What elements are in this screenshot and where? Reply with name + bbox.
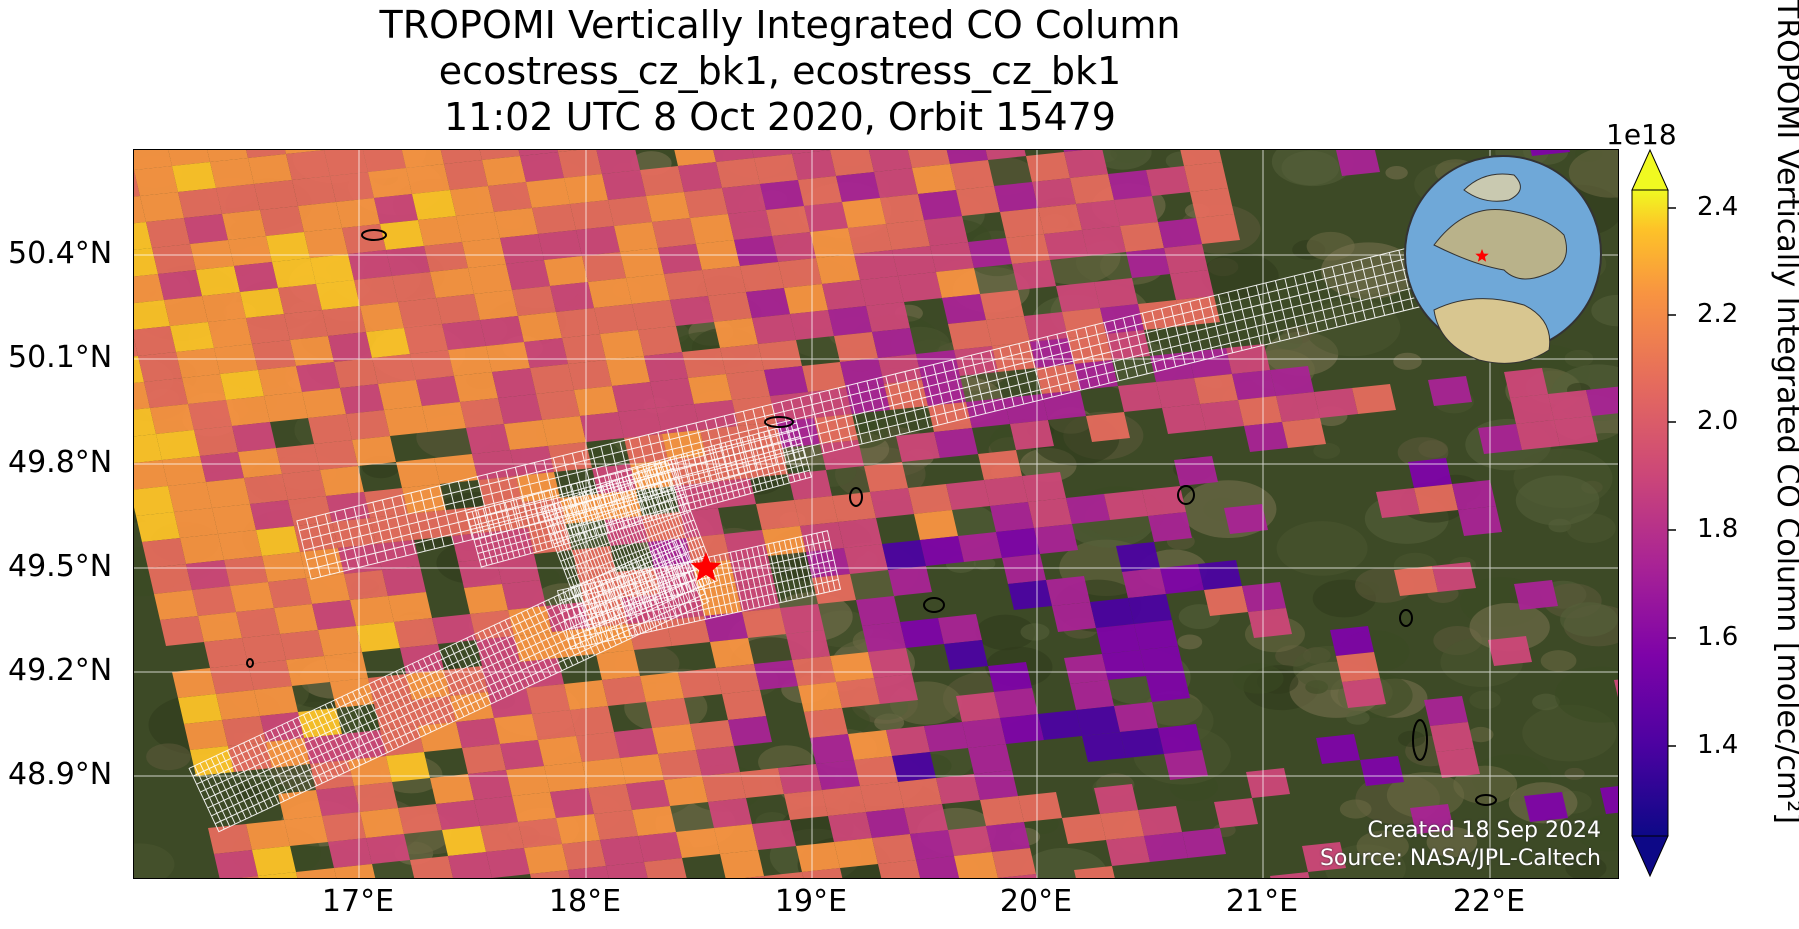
colorbar-label: TROPOMI Vertically Integrated CO Column … — [1770, 0, 1799, 824]
lat-tick-49-2: 49.2°N — [8, 653, 113, 688]
cb-tick-1-6: 1.6 — [1697, 622, 1739, 652]
title-line-3: 11:02 UTC 8 Oct 2020, Orbit 15479 — [444, 95, 1116, 139]
lon-tick-18: 18°E — [548, 884, 622, 919]
cb-tick-1-4: 1.4 — [1697, 730, 1739, 760]
lat-tick-49-8: 49.8°N — [8, 445, 113, 480]
cb-tick-2-4: 2.4 — [1697, 192, 1739, 222]
lake-outlines — [246, 229, 1497, 806]
lon-tick-22: 22°E — [1452, 884, 1526, 919]
globe-star-marker — [1475, 249, 1489, 262]
title-line-2: ecostress_cz_bk1, ecostress_cz_bk1 — [438, 49, 1122, 93]
colorbar-extend-top — [1631, 148, 1669, 191]
colorbar-exponent: 1e18 — [1606, 118, 1677, 151]
lat-tick-49-5: 49.5°N — [8, 549, 113, 584]
credit-source: Source: NASA/JPL-Caltech — [1319, 846, 1601, 871]
colorbar — [1631, 148, 1676, 878]
lon-tick-19: 19°E — [774, 884, 848, 919]
lat-tick-50-1: 50.1°N — [8, 340, 113, 375]
cb-tick-1-8: 1.8 — [1697, 514, 1739, 544]
footprint-lower-strip — [188, 537, 710, 833]
credit-created: Created 18 Sep 2024 — [1367, 818, 1602, 843]
lat-tick-48-9: 48.9°N — [8, 757, 113, 792]
target-star-marker — [690, 552, 722, 581]
lat-tick-50-4: 50.4°N — [8, 236, 113, 271]
cb-tick-2-0: 2.0 — [1697, 406, 1739, 436]
inset-globe — [1404, 155, 1602, 364]
colorbar-ramp — [1631, 189, 1669, 837]
lon-tick-17: 17°E — [321, 884, 395, 919]
gridlines — [134, 150, 1618, 878]
cb-tick-2-2: 2.2 — [1697, 299, 1739, 329]
map-panel[interactable] — [133, 149, 1619, 879]
lon-tick-20: 20°E — [999, 884, 1073, 919]
colorbar-extend-bottom — [1631, 835, 1669, 878]
title-line-1: TROPOMI Vertically Integrated CO Column — [379, 3, 1181, 47]
map-canvas[interactable] — [134, 150, 1619, 879]
lon-tick-21: 21°E — [1225, 884, 1299, 919]
